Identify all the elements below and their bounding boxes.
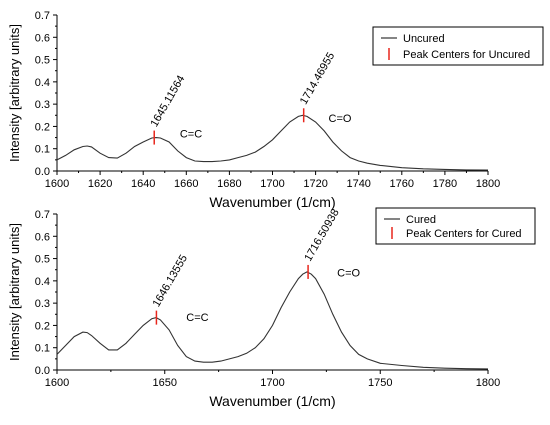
y-tick-label: 0.4 xyxy=(35,276,50,288)
x-tick-label: 1800 xyxy=(476,377,500,389)
x-tick-label: 1800 xyxy=(476,178,500,190)
y-tick-label: 0.7 xyxy=(35,209,50,221)
y-tick-label: 0.3 xyxy=(35,99,50,111)
y-tick-label: 0.0 xyxy=(35,166,50,178)
legend-label: Uncured xyxy=(403,33,445,45)
y-tick-label: 0.1 xyxy=(35,343,50,355)
x-axis-label: Wavenumber (1/cm) xyxy=(209,393,335,409)
x-axis-label: Wavenumber (1/cm) xyxy=(209,194,335,210)
legend-box xyxy=(375,207,536,245)
spectrum-line-cured xyxy=(56,271,489,370)
chart-panel-1: 0.0 0.1 0.2 0.3 0.4 0.5 0.6 0.7 1600 1620 1640 1660… xyxy=(7,10,544,210)
y-tick-label: 0.3 xyxy=(35,298,50,310)
bond-label: C=O xyxy=(337,267,360,279)
legend-label: Peak Centers for Cured xyxy=(406,228,522,240)
peak-value-label: 1716.50938 xyxy=(302,207,341,263)
y-tick-label: 0.2 xyxy=(35,320,50,332)
peak-value-label: 1646.13555 xyxy=(151,253,190,309)
x-tick-label: 1640 xyxy=(131,178,155,190)
peak-value-label: 1645.11564 xyxy=(148,73,187,129)
x-tick-label: 1740 xyxy=(346,178,370,190)
y-tick-label: 0.6 xyxy=(35,231,50,243)
bond-label: C=C xyxy=(186,312,208,324)
x-tick-label: 1660 xyxy=(174,178,198,190)
y-tick-label: 0.5 xyxy=(35,254,50,266)
x-tick-label: 1750 xyxy=(368,377,392,389)
x-tick-label: 1700 xyxy=(260,377,284,389)
y-tick-label: 0.5 xyxy=(35,55,50,67)
x-tick-label: 1760 xyxy=(390,178,414,190)
x-tick-label: 1600 xyxy=(45,377,69,389)
x-tick-label: 1700 xyxy=(260,178,284,190)
y-tick-label: 0.4 xyxy=(35,77,50,89)
legend-box xyxy=(372,26,544,66)
spectrum-line-uncured xyxy=(56,114,489,171)
legend-label: Cured xyxy=(406,214,436,226)
y-tick-label: 0.6 xyxy=(35,32,50,44)
x-tick-label: 1650 xyxy=(153,377,177,389)
peak-value-label: 1714.46955 xyxy=(298,50,337,106)
y-axis-label: Intensity [arbitrary units] xyxy=(7,24,22,162)
y-tick-label: 0.7 xyxy=(35,10,50,22)
bond-label: C=C xyxy=(180,129,202,141)
legend: Cured Peak Centers for Cured xyxy=(375,207,536,245)
y-tick-label: 0.1 xyxy=(35,144,50,156)
x-tick-label: 1720 xyxy=(303,178,327,190)
x-tick-label: 1780 xyxy=(433,178,457,190)
chart-panel-2: 0.0 0.1 0.2 0.3 0.4 0.5 0.6 0.7 1600 1650 1700 1750… xyxy=(7,207,536,409)
y-tick-label: 0.0 xyxy=(35,365,50,377)
legend: Uncured Peak Centers for Uncured xyxy=(372,26,544,66)
x-tick-label: 1600 xyxy=(45,178,69,190)
x-tick-label: 1680 xyxy=(217,178,241,190)
y-tick-label: 0.2 xyxy=(35,121,50,133)
x-tick-label: 1620 xyxy=(88,178,112,190)
bond-label: C=O xyxy=(329,113,352,125)
y-axis-label: Intensity [arbitrary units] xyxy=(7,223,22,361)
legend-label: Peak Centers for Uncured xyxy=(403,49,530,61)
